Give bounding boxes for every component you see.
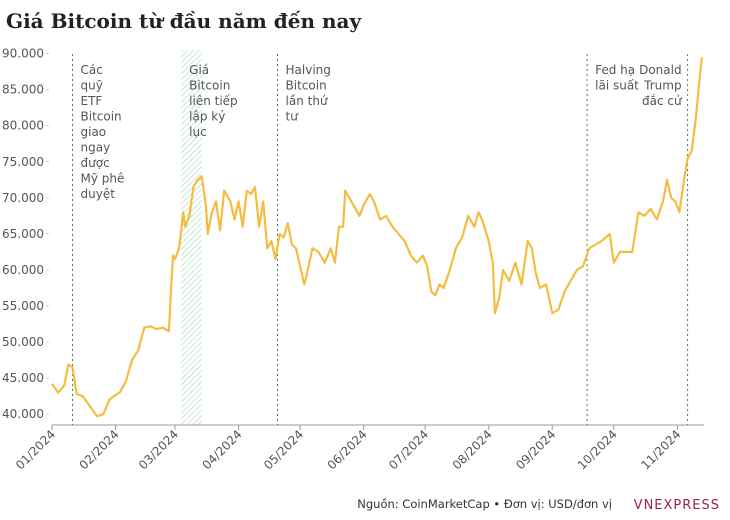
annotation: được bbox=[81, 156, 110, 170]
annotation: Fed hạ bbox=[595, 63, 635, 77]
y-tick-label: 55.000 bbox=[2, 299, 44, 313]
y-tick-label: 70.000 bbox=[2, 191, 44, 205]
annotation: Các bbox=[81, 63, 103, 77]
annotation: giao bbox=[81, 125, 107, 139]
annotation: Bitcoin bbox=[189, 79, 230, 93]
x-tick-label: 04/2024 bbox=[200, 427, 245, 472]
annotation: lục bbox=[189, 125, 207, 139]
annotation: đắc cử bbox=[642, 94, 683, 108]
x-tick-label: 11/2024 bbox=[638, 427, 683, 472]
annotation: duyệt bbox=[81, 187, 116, 201]
annotation: Giá bbox=[189, 63, 209, 77]
price-line bbox=[51, 57, 703, 418]
y-tick-label: 65.000 bbox=[2, 227, 44, 241]
annotation: lần thứ bbox=[286, 94, 329, 108]
shaded-band bbox=[181, 50, 202, 425]
annotation: Bitcoin bbox=[286, 79, 327, 93]
y-tick-label: 40.000 bbox=[2, 407, 44, 421]
annotation: ngay bbox=[81, 141, 111, 155]
y-tick-label: 85.000 bbox=[2, 83, 44, 97]
logo: VNEXPRESS bbox=[634, 498, 720, 513]
x-tick-label: 06/2024 bbox=[325, 427, 370, 472]
annotation: Donald bbox=[639, 63, 682, 77]
annotation: Halving bbox=[286, 63, 331, 77]
annotation: Mỹ phê bbox=[81, 172, 125, 186]
x-tick-label: 05/2024 bbox=[261, 427, 306, 472]
y-tick-label: 90.000 bbox=[2, 47, 44, 61]
x-tick-label: 03/2024 bbox=[136, 427, 181, 472]
annotation: liên tiếp bbox=[189, 94, 238, 108]
x-tick-label: 07/2024 bbox=[386, 427, 431, 472]
x-tick-label: 09/2024 bbox=[513, 427, 558, 472]
x-tick-label: 01/2024 bbox=[13, 427, 58, 472]
x-tick-label: 10/2024 bbox=[575, 427, 620, 472]
y-tick-label: 75.000 bbox=[2, 155, 44, 169]
annotation: tư bbox=[286, 110, 300, 124]
source: Nguồn: CoinMarketCap • Đơn vị: USD/đơn v… bbox=[357, 497, 612, 511]
annotation: lập kỷ bbox=[189, 110, 225, 124]
annotation: lãi suất bbox=[595, 79, 639, 93]
annotation: quỹ bbox=[81, 79, 103, 93]
annotation: ETF bbox=[81, 94, 103, 108]
annotation: Bitcoin bbox=[81, 110, 122, 124]
x-tick-label: 02/2024 bbox=[77, 427, 122, 472]
y-tick-label: 60.000 bbox=[2, 263, 44, 277]
y-tick-label: 45.000 bbox=[2, 371, 44, 385]
y-tick-label: 80.000 bbox=[2, 119, 44, 133]
x-tick-label: 08/2024 bbox=[450, 427, 495, 472]
y-tick-label: 50.000 bbox=[2, 335, 44, 349]
chart-title: Giá Bitcoin từ đầu năm đến nay bbox=[6, 9, 362, 33]
annotation: Trump bbox=[643, 79, 681, 93]
